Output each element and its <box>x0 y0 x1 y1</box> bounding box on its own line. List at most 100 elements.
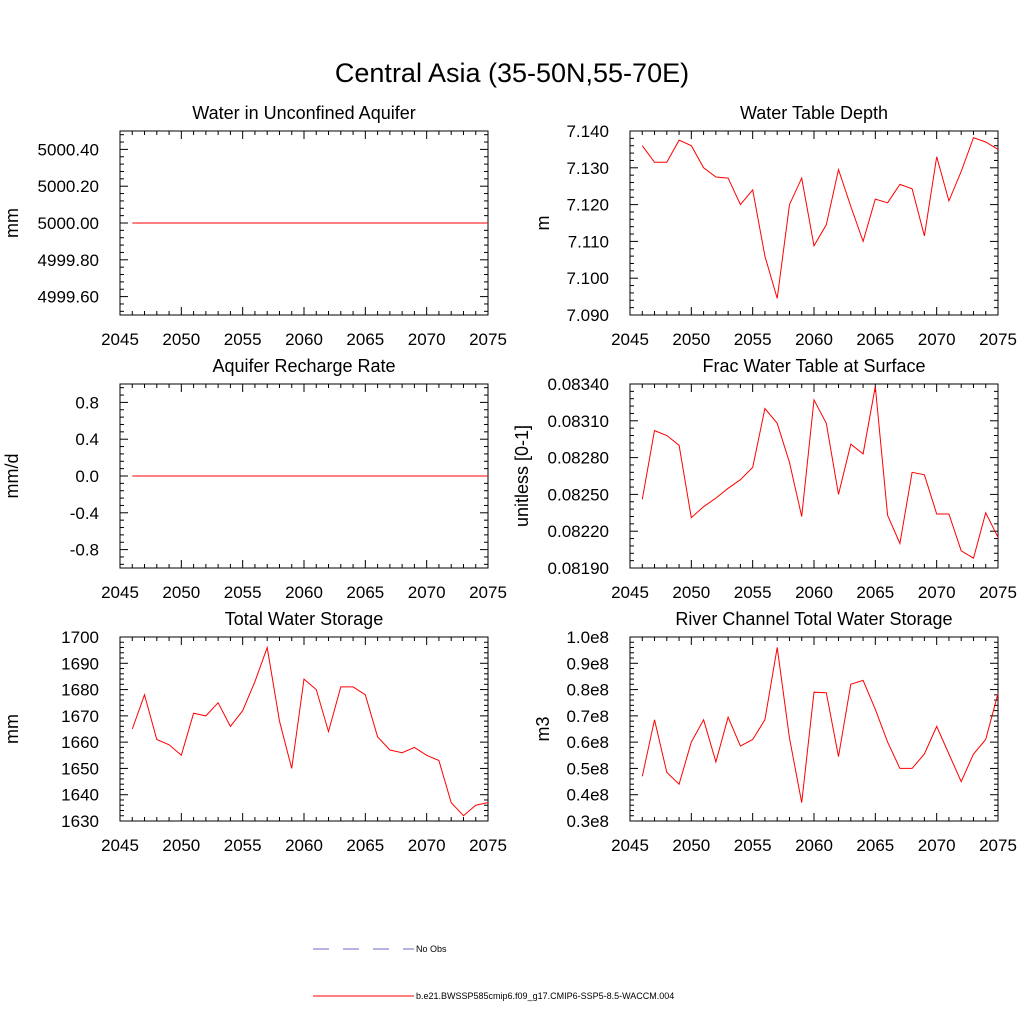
y-tick-label: 1650 <box>61 759 99 778</box>
y-tick-label: 0.6e8 <box>566 733 609 752</box>
x-tick-label: 2045 <box>101 583 139 602</box>
x-tick-label: 2065 <box>346 836 384 855</box>
x-tick-label: 2045 <box>611 836 649 855</box>
y-tick-label: 0.5e8 <box>566 759 609 778</box>
y-tick-label: 7.120 <box>566 196 609 215</box>
legend-obs-label: No Obs <box>416 944 447 954</box>
y-tick-label: 0.08310 <box>548 412 609 431</box>
series-line-1 <box>131 645 489 817</box>
x-tick-label: 2055 <box>734 836 772 855</box>
plot-frame <box>629 636 999 822</box>
x-tick-label: 2070 <box>918 836 956 855</box>
y-tick-label: 1630 <box>61 812 99 831</box>
y-tick-label: 7.110 <box>568 232 609 251</box>
y-axis-label: m <box>533 216 553 231</box>
series-line-1 <box>641 136 999 299</box>
x-tick-label: 2070 <box>918 330 956 349</box>
y-tick-label: 5000.40 <box>38 140 99 159</box>
y-tick-label: 0.4 <box>75 430 99 449</box>
x-tick-label: 2075 <box>979 330 1017 349</box>
y-axis-label: m3 <box>533 716 553 741</box>
panel-title: Water in Unconfined Aquifer <box>192 103 415 123</box>
x-tick-label: 2065 <box>856 330 894 349</box>
plot-frame <box>629 130 999 316</box>
x-tick-label: 2060 <box>285 330 323 349</box>
y-tick-label: 0.08250 <box>548 485 609 504</box>
y-axis-label: unitless [0-1] <box>512 425 532 527</box>
y-axis-label: mm/d <box>2 454 22 499</box>
panels: Water in Unconfined Aquifer 2045 2050 2055 2… <box>2 103 1017 855</box>
y-tick-label: 0.4e8 <box>566 786 609 805</box>
y-tick-label: 1700 <box>61 628 99 647</box>
x-tick-label: 2070 <box>408 836 446 855</box>
series-line-1 <box>641 647 999 803</box>
legend-model-label: b.e21.BWSSP585cmip6.f09_g17.CMIP6-SSP5-8… <box>416 991 674 1001</box>
y-tick-label: 0.08340 <box>548 375 609 394</box>
y-tick-label: 0.7e8 <box>566 707 609 726</box>
y-tick-label: 0.8e8 <box>566 681 609 700</box>
y-tick-label: 1680 <box>61 681 99 700</box>
y-tick-label: 5000.20 <box>38 177 99 196</box>
y-tick-label: 4999.60 <box>38 288 99 307</box>
y-tick-label: 1660 <box>61 733 99 752</box>
figure-title: Central Asia (35-50N,55-70E) <box>335 58 689 88</box>
y-tick-label: 1.0e8 <box>566 628 609 647</box>
y-tick-label: 7.100 <box>566 269 609 288</box>
x-tick-label: 2060 <box>285 836 323 855</box>
chart-panel-5: Total Water Storage 2045 2050 2055 2060 2065 2… <box>2 609 507 855</box>
chart-panel-2: Water Table Depth 2045 2050 2055 2060 2065 207… <box>533 103 1017 349</box>
x-tick-label: 2050 <box>162 583 200 602</box>
x-tick-label: 2070 <box>918 583 956 602</box>
x-tick-label: 2075 <box>979 836 1017 855</box>
x-tick-label: 2070 <box>408 583 446 602</box>
panel-title: Frac Water Table at Surface <box>702 356 925 376</box>
x-tick-label: 2060 <box>285 583 323 602</box>
y-tick-label: 7.090 <box>566 306 609 325</box>
legend: No Obs b.e21.BWSSP585cmip6.f09_g17.CMIP6… <box>313 944 674 1001</box>
x-tick-label: 2065 <box>346 330 384 349</box>
x-tick-label: 2070 <box>408 330 446 349</box>
x-tick-label: 2050 <box>672 836 710 855</box>
plot-frame <box>629 383 999 569</box>
chart-panel-3: Aquifer Recharge Rate 2045 2050 2055 2060 206… <box>2 356 507 602</box>
x-tick-label: 2050 <box>162 330 200 349</box>
panel-title: Total Water Storage <box>225 609 383 629</box>
chart-panel-1: Water in Unconfined Aquifer 2045 2050 2055 2… <box>2 103 507 349</box>
panel-title: Water Table Depth <box>740 103 888 123</box>
x-tick-label: 2050 <box>672 583 710 602</box>
series-line-1 <box>641 386 999 559</box>
x-tick-label: 2045 <box>611 583 649 602</box>
y-axis-label: mm <box>2 208 22 238</box>
y-tick-label: 1690 <box>61 654 99 673</box>
x-tick-label: 2075 <box>469 836 507 855</box>
x-tick-label: 2060 <box>795 583 833 602</box>
y-tick-label: 7.130 <box>566 159 609 178</box>
y-tick-label: 5000.00 <box>38 214 99 233</box>
x-tick-label: 2075 <box>469 330 507 349</box>
x-tick-label: 2075 <box>469 583 507 602</box>
y-axis-label: mm <box>2 714 22 744</box>
x-tick-label: 2045 <box>101 836 139 855</box>
x-tick-label: 2050 <box>162 836 200 855</box>
x-tick-label: 2055 <box>734 330 772 349</box>
y-tick-label: 0.08220 <box>548 522 609 541</box>
x-tick-label: 2055 <box>224 330 262 349</box>
y-tick-label: 0.8 <box>75 393 99 412</box>
y-tick-label: -0.8 <box>70 541 99 560</box>
y-tick-label: 0.3e8 <box>566 812 609 831</box>
panel-title: River Channel Total Water Storage <box>675 609 952 629</box>
chart-panel-6: River Channel Total Water Storage 2045 205… <box>533 609 1017 855</box>
y-tick-label: 0.08280 <box>548 449 609 468</box>
panel-title: Aquifer Recharge Rate <box>212 356 395 376</box>
y-tick-label: 0.0 <box>75 467 99 486</box>
x-tick-label: 2075 <box>979 583 1017 602</box>
x-tick-label: 2045 <box>101 330 139 349</box>
chart-panel-4: Frac Water Table at Surface 2045 2050 2055 2… <box>512 356 1017 602</box>
x-tick-label: 2060 <box>795 836 833 855</box>
y-tick-label: 0.9e8 <box>566 654 609 673</box>
x-tick-label: 2045 <box>611 330 649 349</box>
y-tick-label: 4999.80 <box>38 251 99 270</box>
x-tick-label: 2050 <box>672 330 710 349</box>
